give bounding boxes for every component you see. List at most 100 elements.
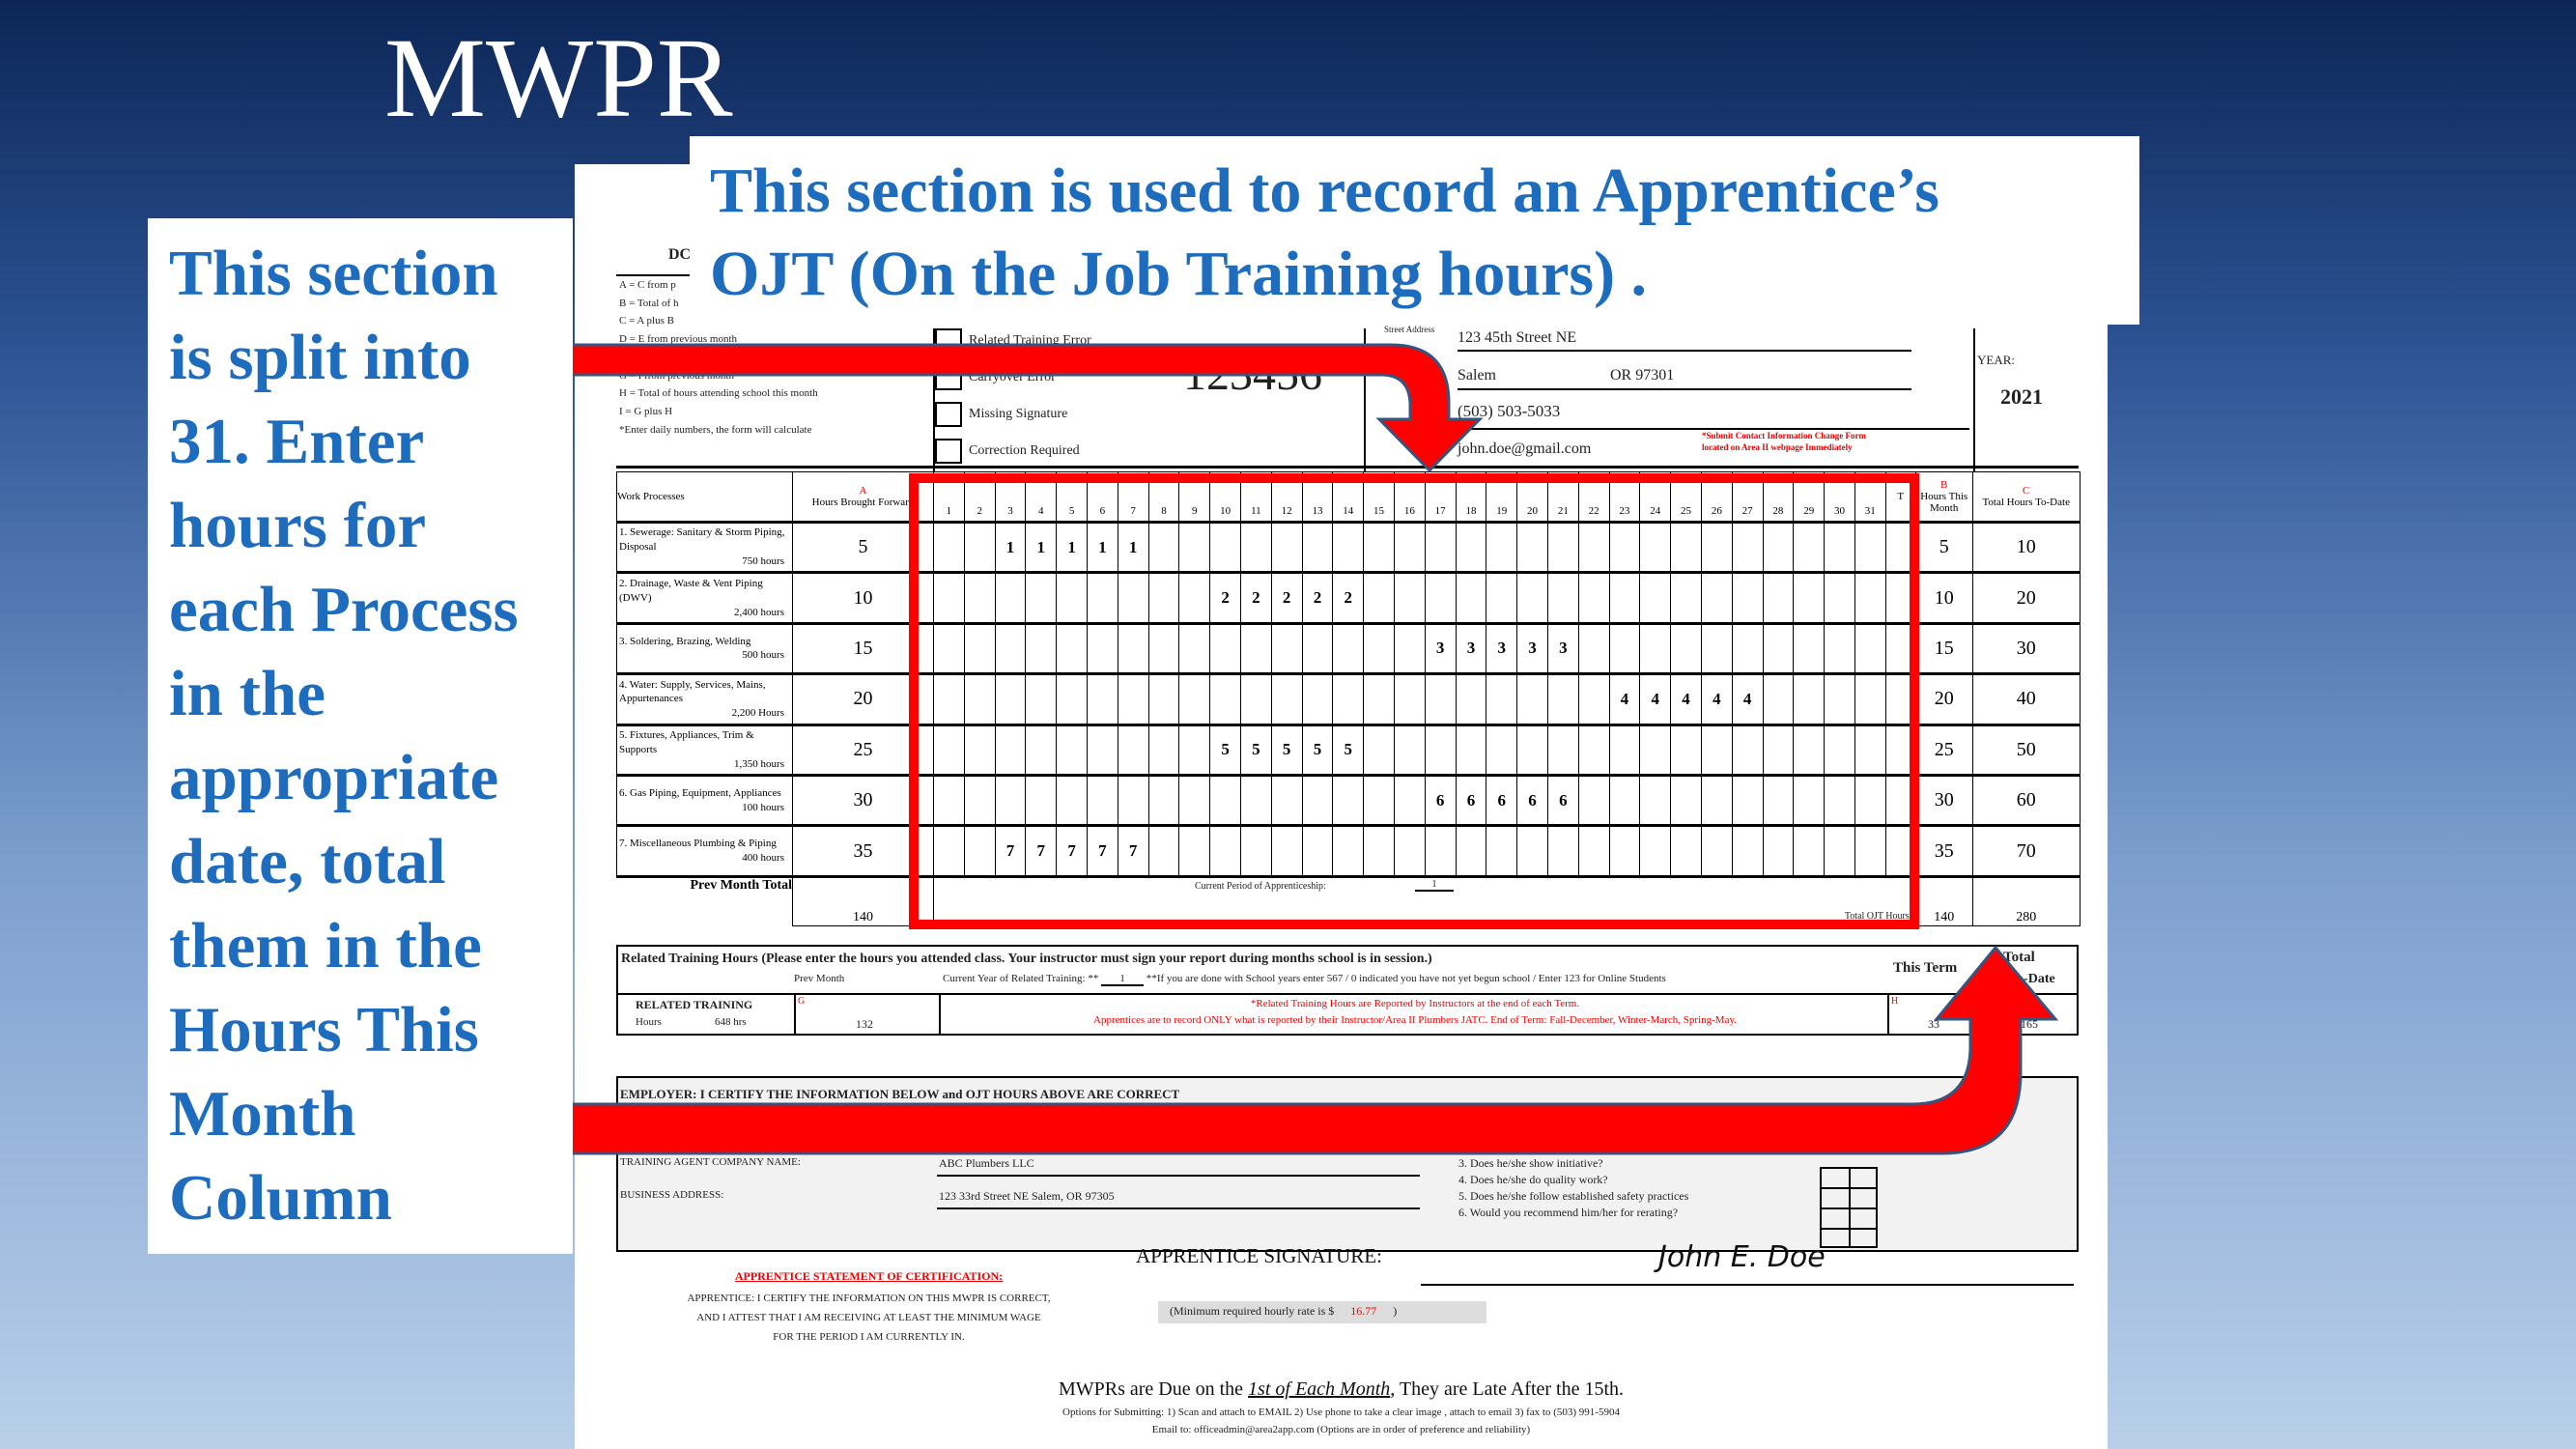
day-cell-31[interactable] xyxy=(1854,824,1886,877)
day-cell-10[interactable] xyxy=(1209,773,1241,827)
day-cell-21[interactable] xyxy=(1546,824,1579,877)
day-cell-16[interactable] xyxy=(1393,621,1426,675)
day-cell-6[interactable] xyxy=(1086,621,1118,675)
day-cell-11[interactable] xyxy=(1239,621,1272,675)
day-cell-24[interactable] xyxy=(1639,621,1672,675)
day-cell-6[interactable]: 7 xyxy=(1086,824,1118,877)
day-cell-4[interactable] xyxy=(1025,621,1058,675)
day-cell-8[interactable] xyxy=(1147,824,1180,877)
day-cell-18[interactable]: 3 xyxy=(1455,621,1487,675)
day-cell-4[interactable] xyxy=(1025,773,1058,827)
day-cell-4[interactable]: 1 xyxy=(1025,520,1058,574)
day-cell-23[interactable] xyxy=(1608,723,1641,776)
day-cell-28[interactable] xyxy=(1762,824,1795,877)
day-cell-8[interactable] xyxy=(1147,571,1180,624)
day-cell-21[interactable] xyxy=(1546,723,1579,776)
current-year-field[interactable]: 1 xyxy=(1101,974,1145,986)
day-cell-17[interactable] xyxy=(1424,824,1457,877)
day-cell-30[interactable] xyxy=(1824,672,1855,725)
day-cell-22[interactable] xyxy=(1577,824,1610,877)
day-cell-14[interactable] xyxy=(1332,824,1365,877)
day-cell-21[interactable] xyxy=(1546,571,1579,624)
day-cell-2[interactable] xyxy=(963,621,996,675)
day-cell-13[interactable] xyxy=(1301,773,1334,827)
day-cell-24[interactable] xyxy=(1639,723,1672,776)
day-cell-25[interactable] xyxy=(1670,773,1702,827)
day-cell-7[interactable] xyxy=(1117,571,1149,624)
day-cell-15[interactable] xyxy=(1363,621,1395,675)
day-cell-13[interactable] xyxy=(1301,520,1334,574)
day-cell-13[interactable]: 2 xyxy=(1301,571,1334,624)
day-cell-18[interactable] xyxy=(1455,672,1487,725)
day-cell-6[interactable] xyxy=(1086,672,1118,725)
day-cell-15[interactable] xyxy=(1363,672,1395,725)
day-cell-22[interactable] xyxy=(1577,723,1610,776)
day-cell-26[interactable] xyxy=(1700,520,1733,574)
day-cell-15[interactable] xyxy=(1363,723,1395,776)
day-cell-14[interactable] xyxy=(1332,621,1365,675)
day-cell-4[interactable] xyxy=(1025,672,1058,725)
day-cell-19[interactable]: 6 xyxy=(1486,773,1518,827)
day-cell-7[interactable]: 7 xyxy=(1117,824,1149,877)
day-cell-7[interactable] xyxy=(1117,621,1149,675)
day-cell-1[interactable] xyxy=(933,723,965,776)
day-cell-3[interactable] xyxy=(994,621,1027,675)
day-cell-25[interactable] xyxy=(1670,621,1702,675)
day-cell-30[interactable] xyxy=(1824,773,1855,827)
day-cell-24[interactable] xyxy=(1639,773,1672,827)
day-cell-31[interactable] xyxy=(1854,571,1886,624)
day-cell-2[interactable] xyxy=(963,571,996,624)
checkbox[interactable] xyxy=(935,439,962,464)
checkbox[interactable] xyxy=(935,402,962,427)
day-cell-17[interactable] xyxy=(1424,520,1457,574)
day-cell-5[interactable] xyxy=(1056,773,1088,827)
day-cell-21[interactable]: 6 xyxy=(1546,773,1579,827)
day-cell-11[interactable] xyxy=(1239,672,1272,725)
company-value[interactable]: ABC Plumbers LLC xyxy=(939,1156,1034,1170)
period-value[interactable]: 1 xyxy=(1415,879,1454,892)
day-cell-17[interactable] xyxy=(1424,723,1457,776)
day-cell-10[interactable]: 2 xyxy=(1209,571,1241,624)
day-cell-29[interactable] xyxy=(1793,773,1826,827)
day-cell-21[interactable] xyxy=(1546,672,1579,725)
day-cell-10[interactable] xyxy=(1209,672,1241,725)
day-cell-25[interactable] xyxy=(1670,571,1702,624)
day-cell-30[interactable] xyxy=(1824,723,1855,776)
day-cell-14[interactable]: 2 xyxy=(1332,571,1365,624)
day-cell-25[interactable]: 4 xyxy=(1670,672,1702,725)
day-cell-30[interactable] xyxy=(1824,824,1855,877)
day-cell-24[interactable]: 4 xyxy=(1639,672,1672,725)
day-cell-8[interactable] xyxy=(1147,672,1180,725)
day-cell-27[interactable] xyxy=(1731,571,1764,624)
day-cell-22[interactable] xyxy=(1577,520,1610,574)
day-cell-31[interactable] xyxy=(1854,723,1886,776)
day-cell-13[interactable] xyxy=(1301,621,1334,675)
day-cell-11[interactable]: 5 xyxy=(1239,723,1272,776)
day-cell-12[interactable] xyxy=(1270,672,1303,725)
day-cell-7[interactable]: 1 xyxy=(1117,520,1149,574)
day-cell-29[interactable] xyxy=(1793,621,1826,675)
day-cell-6[interactable] xyxy=(1086,723,1118,776)
day-cell-2[interactable] xyxy=(963,672,996,725)
day-cell-24[interactable] xyxy=(1639,824,1672,877)
day-cell-23[interactable] xyxy=(1608,520,1641,574)
day-cell-27[interactable] xyxy=(1731,773,1764,827)
day-cell-30[interactable] xyxy=(1824,520,1855,574)
day-cell-19[interactable] xyxy=(1486,672,1518,725)
day-cell-27[interactable] xyxy=(1731,520,1764,574)
rating-grid[interactable] xyxy=(1820,1167,1878,1248)
day-cell-22[interactable] xyxy=(1577,571,1610,624)
apprentice-signature[interactable]: John E. Doe xyxy=(1658,1240,1826,1274)
day-cell-11[interactable] xyxy=(1239,773,1272,827)
day-cell-6[interactable] xyxy=(1086,773,1118,827)
day-cell-25[interactable] xyxy=(1670,723,1702,776)
day-cell-20[interactable] xyxy=(1516,520,1548,574)
day-cell-15[interactable] xyxy=(1363,520,1395,574)
day-cell-19[interactable] xyxy=(1486,520,1518,574)
day-cell-9[interactable] xyxy=(1178,621,1211,675)
day-cell-10[interactable] xyxy=(1209,621,1241,675)
day-cell-5[interactable]: 1 xyxy=(1056,520,1088,574)
day-cell-16[interactable] xyxy=(1393,824,1426,877)
day-cell-2[interactable] xyxy=(963,824,996,877)
day-cell-5[interactable] xyxy=(1056,723,1088,776)
